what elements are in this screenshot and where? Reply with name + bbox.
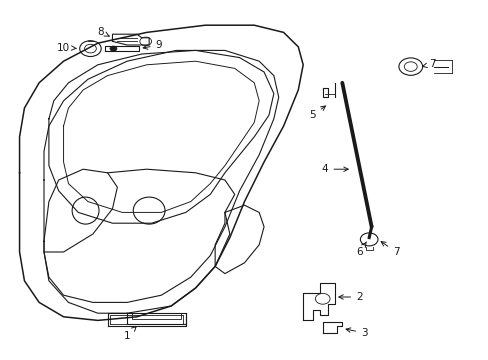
- Text: 1: 1: [123, 327, 136, 341]
- Text: 5: 5: [309, 106, 325, 120]
- Text: 4: 4: [321, 164, 347, 174]
- Text: 7: 7: [380, 242, 399, 257]
- Text: 2: 2: [338, 292, 362, 302]
- Ellipse shape: [110, 46, 117, 51]
- Text: 10: 10: [57, 42, 76, 53]
- Text: 7: 7: [422, 59, 435, 69]
- Text: 9: 9: [143, 40, 162, 50]
- Text: 8: 8: [97, 27, 109, 37]
- Text: 3: 3: [346, 328, 367, 338]
- Text: 6: 6: [355, 242, 366, 257]
